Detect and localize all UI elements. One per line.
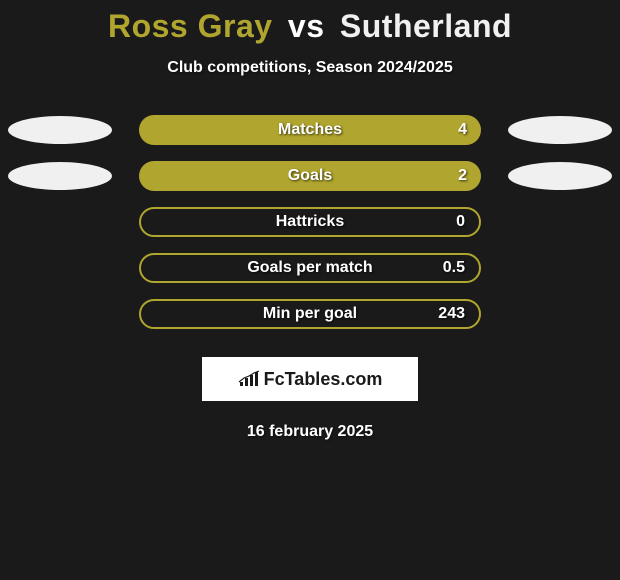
date-text: 16 february 2025: [0, 423, 620, 441]
bar-chart-icon: [238, 370, 260, 388]
subtitle: Club competitions, Season 2024/2025: [0, 59, 620, 77]
stat-label: Hattricks: [276, 213, 344, 231]
logo-box: FcTables.com: [202, 357, 418, 401]
stats-list: Matches 4 Goals 2 Hattricks 0 Goals per match 0…: [0, 115, 620, 329]
stat-value: 0.5: [443, 259, 465, 277]
stat-bar: Hattricks 0: [139, 207, 481, 237]
player1-name: Ross Gray: [108, 8, 273, 44]
left-ellipse: [8, 116, 112, 144]
page-title: Ross Gray vs Sutherland: [0, 0, 620, 45]
stat-label: Matches: [278, 121, 342, 139]
stat-value: 4: [458, 121, 467, 139]
stat-row: Min per goal 243: [0, 299, 620, 329]
stat-bar: Min per goal 243: [139, 299, 481, 329]
player2-name: Sutherland: [340, 8, 512, 44]
stat-label: Goals: [288, 167, 332, 185]
stat-bar: Goals 2: [139, 161, 481, 191]
stat-row: Goals 2: [0, 161, 620, 191]
stat-bar: Goals per match 0.5: [139, 253, 481, 283]
stat-row: Hattricks 0: [0, 207, 620, 237]
vs-text: vs: [288, 8, 325, 44]
right-ellipse: [508, 116, 612, 144]
stat-label: Goals per match: [247, 259, 372, 277]
comparison-infographic: Ross Gray vs Sutherland Club competition…: [0, 0, 620, 580]
stat-label: Min per goal: [263, 305, 357, 323]
stat-value: 0: [456, 213, 465, 231]
stat-value: 243: [438, 305, 465, 323]
stat-value: 2: [458, 167, 467, 185]
stat-row: Matches 4: [0, 115, 620, 145]
stat-row: Goals per match 0.5: [0, 253, 620, 283]
right-ellipse: [508, 162, 612, 190]
left-ellipse: [8, 162, 112, 190]
logo-text: FcTables.com: [264, 369, 383, 390]
stat-bar: Matches 4: [139, 115, 481, 145]
